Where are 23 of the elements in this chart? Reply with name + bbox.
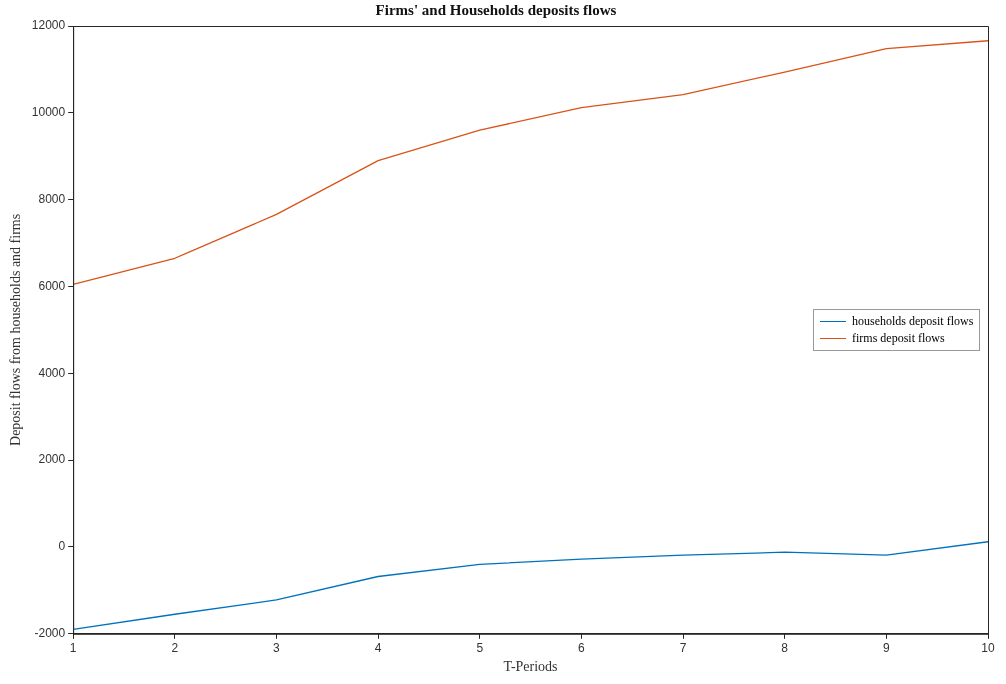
x-axis-title: T-Periods [503, 659, 558, 675]
y-tick-label: 10000 [31, 105, 66, 120]
x-tick-label: 3 [273, 641, 281, 656]
y-tick-label: 12000 [31, 18, 66, 33]
y-tick-label: 2000 [38, 452, 66, 467]
y-tick-label: 6000 [38, 278, 66, 293]
y-tick-label: 4000 [38, 365, 66, 380]
x-tick-label: 4 [374, 641, 382, 656]
y-tick-label: 8000 [38, 191, 66, 206]
chart-title: Firms' and Households deposits flows [375, 1, 617, 18]
y-axis-title: Deposit flows from households and firms [8, 213, 24, 446]
legend-label: households deposit flows [851, 312, 974, 330]
y-tick-label: 0 [58, 539, 66, 554]
x-tick-label: 6 [578, 641, 586, 656]
x-tick-label: 8 [781, 641, 789, 656]
x-tick-label: 10 [981, 641, 995, 656]
x-tick-label: 2 [171, 641, 179, 656]
x-tick-label: 5 [476, 641, 484, 656]
legend-label: firms deposit flows [851, 329, 946, 347]
y-tick-label: -2000 [34, 626, 66, 641]
x-tick-label: 1 [69, 641, 77, 656]
x-tick-label: 9 [883, 641, 891, 656]
x-tick-label: 7 [679, 641, 687, 656]
